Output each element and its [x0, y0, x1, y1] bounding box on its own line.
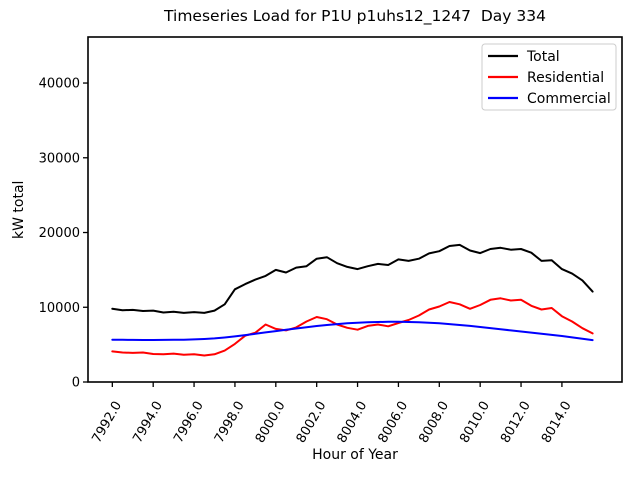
x-tick-label: 7996.0: [171, 399, 207, 446]
chart-title: Timeseries Load for P1U p1uhs12_1247 Day…: [164, 7, 546, 25]
x-tick-label: 8006.0: [376, 399, 412, 446]
x-tick-label: 8010.0: [457, 399, 493, 446]
x-tick-label: 8000.0: [253, 399, 289, 446]
x-axis-label: Hour of Year: [312, 447, 398, 463]
legend-label-commercial: Commercial: [527, 91, 611, 107]
series-line-residential: [111, 297, 594, 357]
y-tick-label: 0: [72, 376, 80, 391]
legend-label-total: Total: [526, 49, 560, 65]
x-tick-label: 8002.0: [294, 399, 330, 446]
y-tick-label: 10000: [39, 301, 80, 316]
y-tick-label: 40000: [39, 77, 80, 92]
series-line-commercial: [111, 320, 594, 342]
x-tick-label: 7998.0: [212, 399, 248, 446]
x-tick-label: 8004.0: [335, 399, 371, 446]
x-tick-label: 8012.0: [498, 399, 534, 446]
x-tick-label: 8014.0: [539, 399, 575, 446]
y-tick-label: 20000: [39, 226, 80, 241]
legend-box: [481, 43, 617, 111]
plot-frame: [87, 36, 623, 383]
series-line-total: [111, 243, 594, 314]
y-tick-label: 30000: [39, 151, 80, 166]
x-tick-label: 7994.0: [130, 399, 166, 446]
legend-label-residential: Residential: [527, 70, 604, 86]
x-tick-label: 7992.0: [89, 399, 125, 446]
x-tick-label: 8008.0: [416, 399, 452, 446]
